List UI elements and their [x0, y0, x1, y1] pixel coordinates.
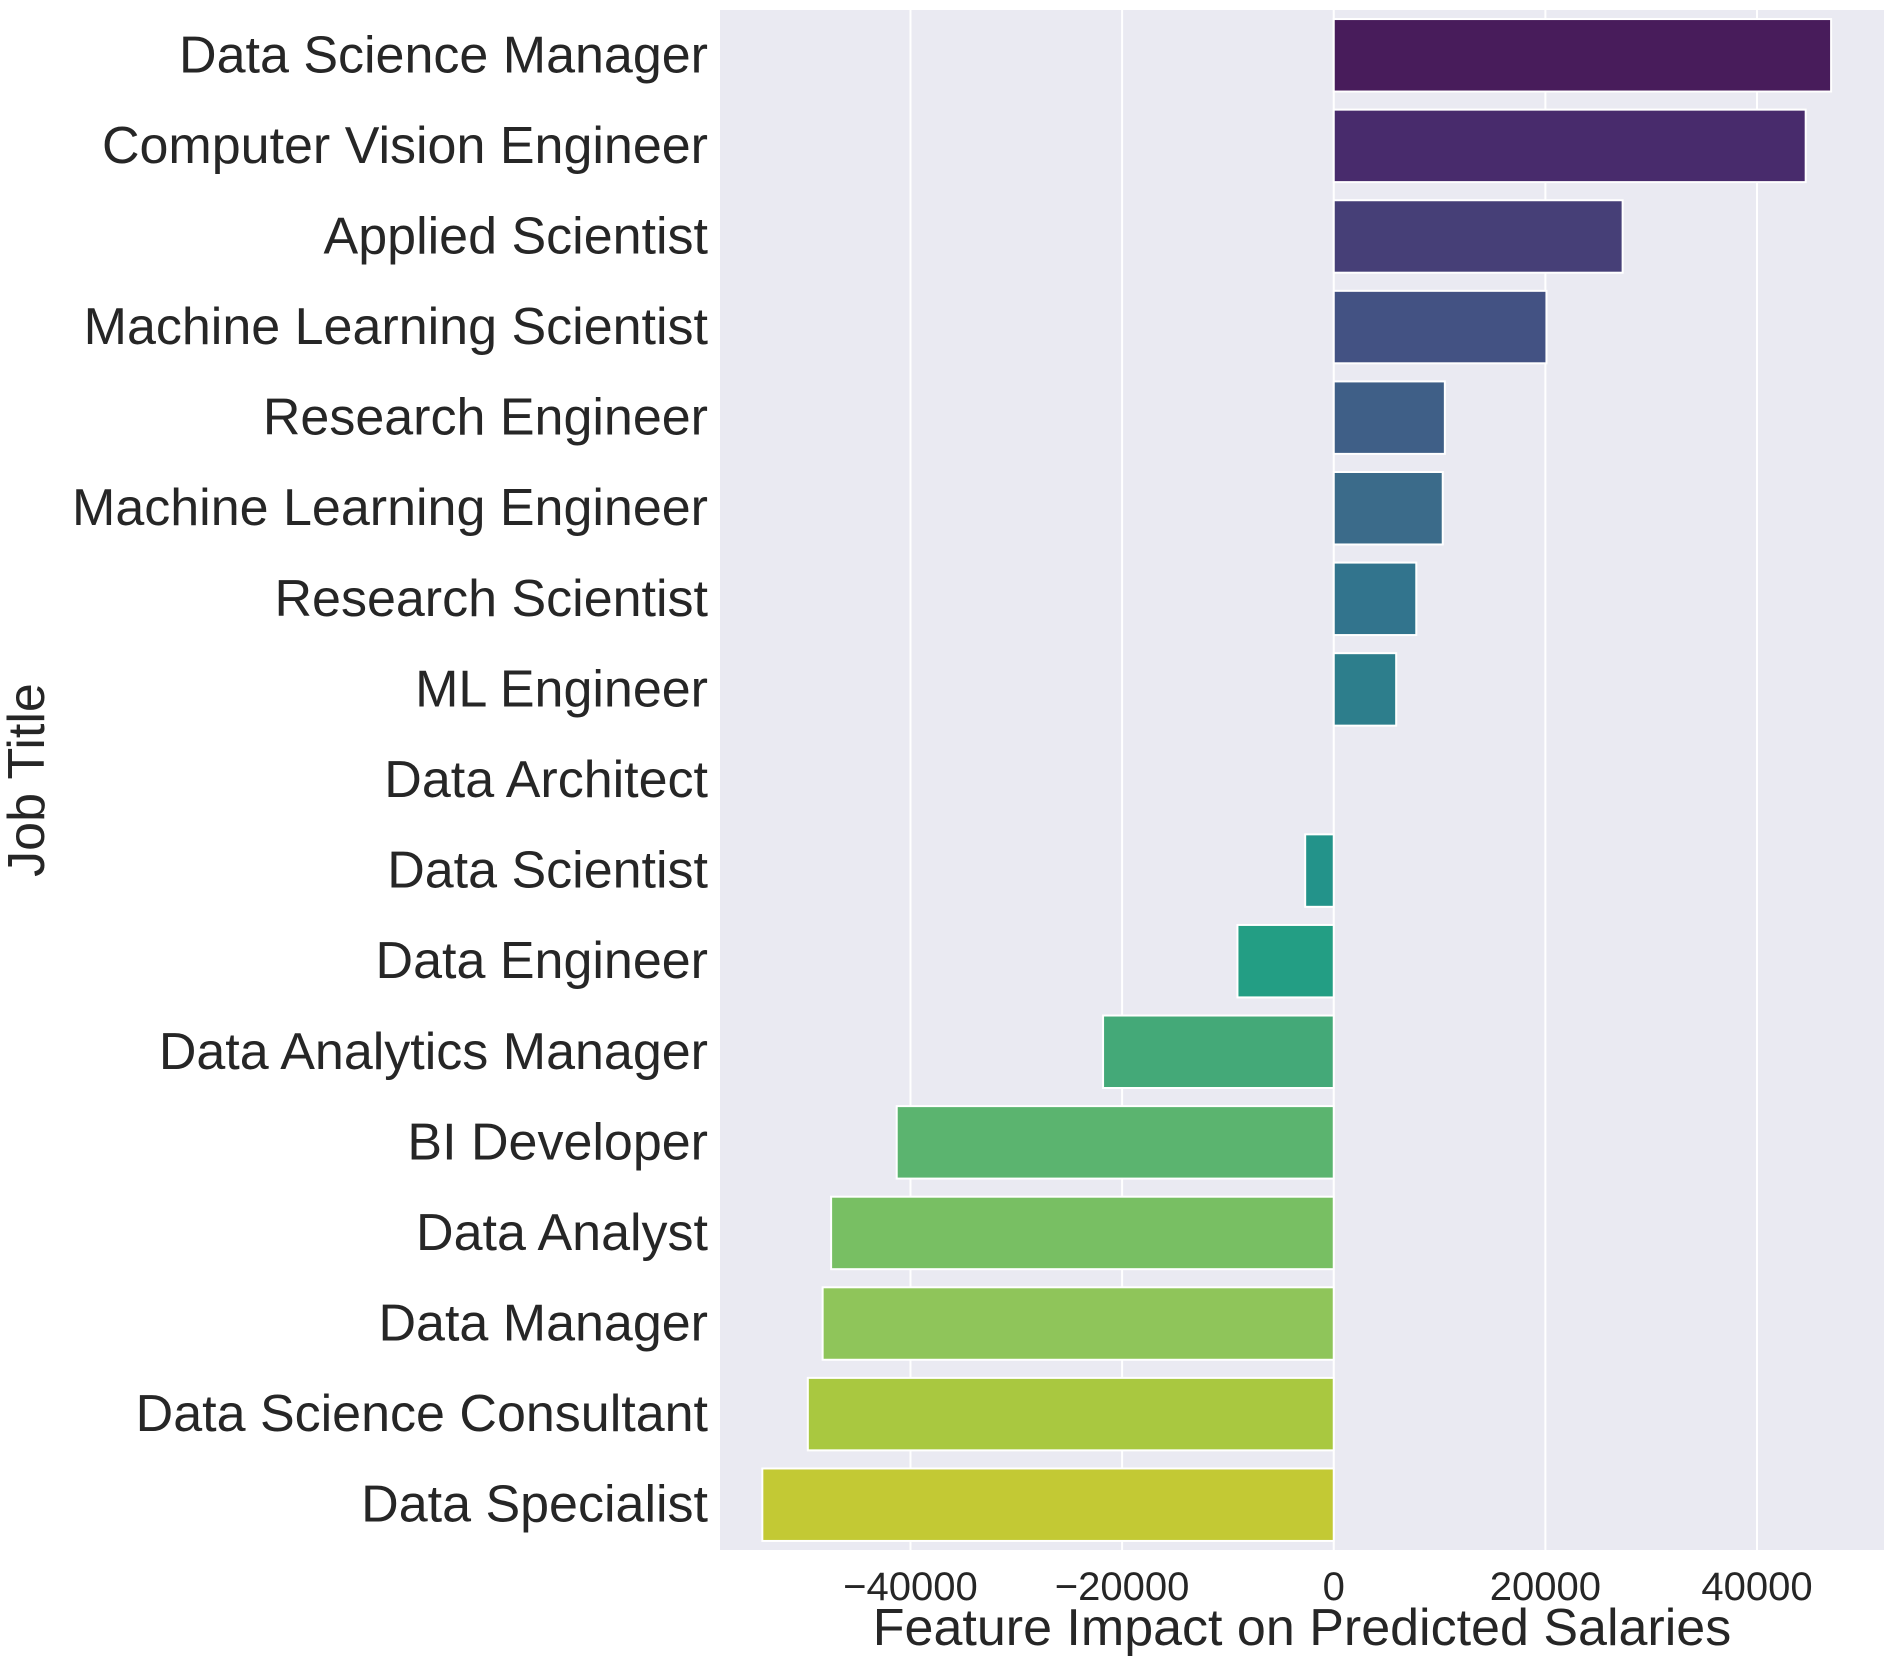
y-tick-label: Machine Learning Scientist: [84, 298, 709, 356]
y-tick-label: Data Science Manager: [179, 26, 708, 84]
bar: [1332, 199, 1624, 274]
y-axis-label: Job Title: [0, 683, 56, 877]
x-tick-label: 20000: [1490, 1565, 1601, 1609]
bar: [1102, 1014, 1335, 1090]
bar: [895, 1105, 1335, 1180]
x-tick-label: −40000: [843, 1565, 978, 1609]
y-tick-label: BI Developer: [407, 1113, 708, 1171]
y-tick-label: Research Engineer: [263, 389, 708, 447]
y-tick-label: Data Analytics Manager: [159, 1023, 708, 1081]
bars: [761, 18, 1833, 1542]
y-tick-labels: Data Science Manager Computer Vision Engi…: [72, 26, 709, 1533]
y-tick-label: ML Engineer: [415, 660, 708, 718]
y-tick-label: Data Specialist: [361, 1476, 708, 1534]
bar: [1332, 652, 1398, 727]
y-tick-label: Machine Learning Engineer: [72, 479, 708, 537]
x-tick-label: −20000: [1055, 1565, 1190, 1609]
y-tick-label: Research Scientist: [274, 570, 708, 628]
bar: [1332, 18, 1833, 93]
y-tick-label: Data Analyst: [416, 1204, 708, 1262]
y-tick-label: Computer Vision Engineer: [102, 117, 708, 175]
bar: [1332, 471, 1444, 546]
y-tick-label: Data Manager: [378, 1295, 708, 1353]
x-tick-labels: −40000 −20000 0 20000 40000: [843, 1565, 1812, 1609]
bar: [806, 1376, 1335, 1452]
x-tick-label: 0: [1323, 1565, 1345, 1609]
y-tick-label: Data Scientist: [387, 842, 708, 900]
bar: [1304, 833, 1335, 908]
y-tick-label: Data Architect: [384, 751, 708, 809]
bar: [1236, 923, 1335, 999]
bar: [830, 1195, 1335, 1271]
x-tick-label: 40000: [1701, 1565, 1812, 1609]
y-tick-label: Data Science Consultant: [136, 1385, 709, 1443]
bar: [761, 1467, 1335, 1542]
bar: [1332, 289, 1548, 365]
bar: [1332, 108, 1807, 184]
bar: [1332, 561, 1418, 637]
y-tick-label: Data Engineer: [376, 932, 708, 990]
bar: [1332, 380, 1446, 455]
x-axis-label: Feature Impact on Predicted Salaries: [873, 1599, 1731, 1657]
y-tick-label: Applied Scientist: [324, 207, 709, 265]
bar: [821, 1286, 1335, 1361]
